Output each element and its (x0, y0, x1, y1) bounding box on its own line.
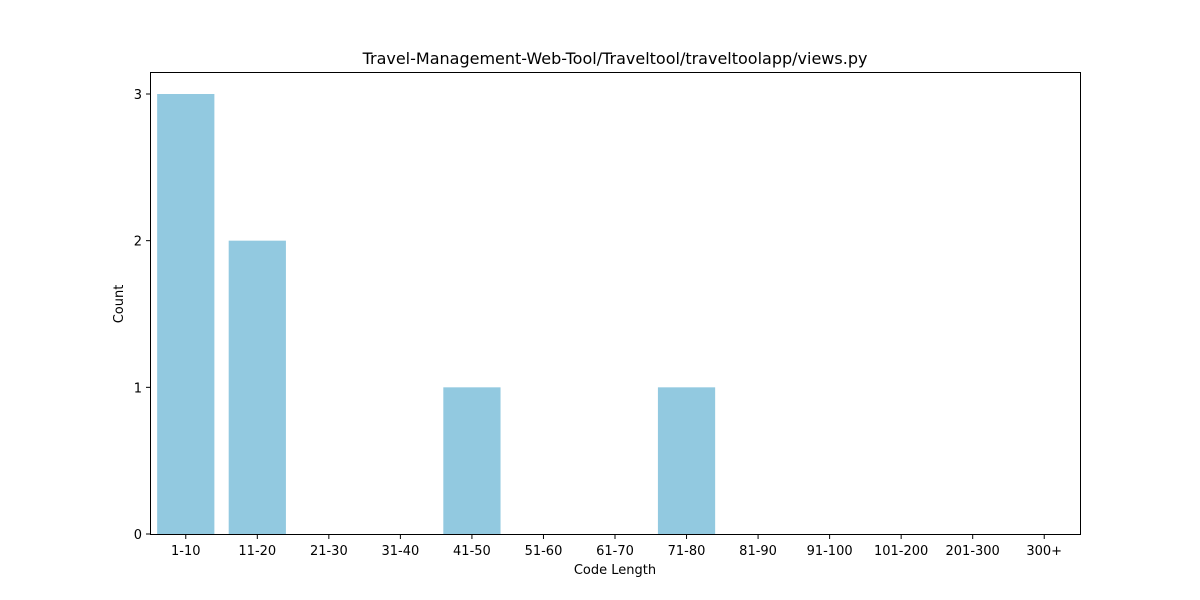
x-tick-label: 11-20 (238, 544, 276, 559)
y-axis-title: Count (112, 285, 127, 324)
chart-title: Travel-Management-Web-Tool/Traveltool/tr… (362, 49, 868, 68)
x-tick-label: 201-300 (946, 544, 1000, 559)
x-tick-label: 1-10 (171, 544, 201, 559)
x-tick-label: 71-80 (668, 544, 706, 559)
y-tick-label: 1 (134, 381, 142, 396)
y-tick-label: 3 (134, 88, 142, 103)
bar-41-50 (443, 387, 501, 534)
y-tick-label: 0 (134, 528, 142, 543)
y-axis: 0 1 2 3 (134, 88, 151, 543)
x-tick-label: 300+ (1026, 544, 1062, 559)
x-tick-label: 31-40 (381, 544, 419, 559)
x-tick-label: 61-70 (596, 544, 634, 559)
plot-frame (150, 72, 1081, 535)
x-axis-title: Code Length (574, 563, 656, 578)
x-tick-label: 41-50 (453, 544, 491, 559)
bars-layer (157, 94, 716, 535)
x-tick-label: 51-60 (525, 544, 563, 559)
bar-1-10 (157, 94, 215, 534)
x-tick-label: 21-30 (310, 544, 348, 559)
x-tick-label: 101-200 (874, 544, 928, 559)
bar-11-20 (228, 240, 286, 535)
bar-71-80 (657, 387, 716, 534)
x-tick-label: 81-90 (739, 544, 777, 559)
x-tick-label: 91-100 (807, 544, 853, 559)
y-tick-label: 2 (134, 235, 142, 250)
x-axis: 1-10 11-20 21-30 31-40 41-50 51-60 61-70 71-80 8… (171, 534, 1062, 559)
